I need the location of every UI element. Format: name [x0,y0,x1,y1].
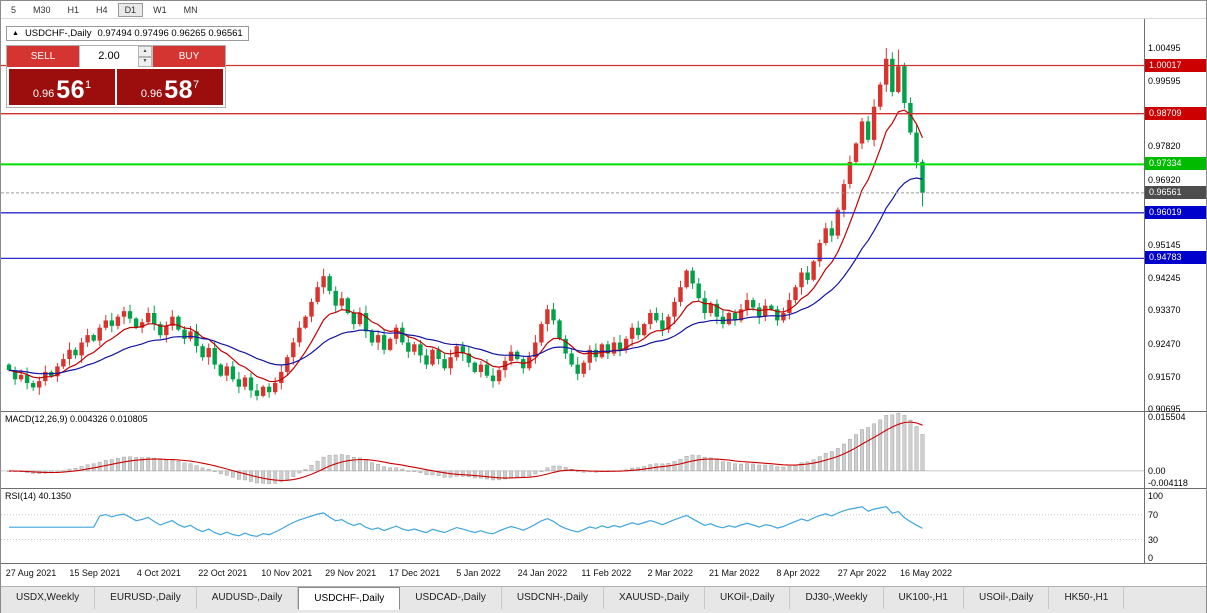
main-chart-pane: 1.00495 0.99595 0.97820 0.96920 0.95145 0.942… [1,19,1206,414]
timeframe-h1[interactable]: H1 [61,3,87,17]
sell-price-big: 56 [56,76,86,104]
buy-price[interactable]: 0.96 58 7 [117,69,223,105]
price-tick: 0.99595 [1148,76,1181,87]
chart-tab-usdcnh-daily[interactable]: USDCNH-,Daily [501,587,604,609]
price-tick: 0.90695 [1148,403,1181,414]
timeframe-5[interactable]: 5 [4,3,23,17]
macd-indicator-chart[interactable] [1,412,1144,488]
date-label: 29 Nov 2021 [325,568,377,578]
chart-tab-dj30-weekly[interactable]: DJ30-,Weekly [790,587,884,609]
date-label: 22 Oct 2021 [198,568,248,578]
date-label: 10 Nov 2021 [261,568,313,578]
price-line-badge: 0.96019 [1145,205,1206,219]
price-line-badge: 0.98709 [1145,106,1206,120]
volume-value[interactable]: 2.00 [98,50,120,62]
price-line-badge: 0.94783 [1145,251,1206,265]
chart-tab-audusd-daily[interactable]: AUDUSD-,Daily [196,587,299,609]
rsi-indicator-chart[interactable] [1,489,1144,563]
chart-tabbar: USDX,Weekly EURUSD-,Daily AUDUSD-,Daily USD… [1,586,1206,613]
date-axis: 27 Aug 2021 15 Sep 2021 4 Oct 2021 22 Oct 2… [1,564,1206,586]
rsi-axis: 100 70 30 0 [1144,489,1206,563]
rsi-pane: RSI(14) 40.1350 100 70 30 0 [1,489,1206,564]
date-label: 8 Apr 2022 [776,568,820,578]
macd-axis-label: -0.004118 [1148,478,1188,488]
price-tick: 0.96920 [1148,174,1181,185]
chart-tab-usoil-daily[interactable]: USOil-,Daily [963,587,1050,609]
macd-axis-label: 0.015504 [1148,412,1186,422]
price-line-badge: 1.00017 [1145,58,1206,72]
chart-tab-usdx-weekly[interactable]: USDX,Weekly [1,587,96,609]
macd-pane: MACD(12,26,9) 0.004326 0.010805 0.015504… [1,412,1206,489]
date-label: 5 Jan 2022 [456,568,501,578]
chart-tab-hk50-h1[interactable]: HK50-,H1 [1049,587,1125,609]
date-label: 27 Aug 2021 [5,568,57,578]
rsi-label: RSI(14) 40.1350 [5,491,72,501]
sell-button[interactable]: SELL [7,46,79,67]
rsi-axis-label: 0 [1148,553,1154,564]
chart-tab-usdchf-daily[interactable]: USDCHF-,Daily [298,587,401,610]
timeframe-mn[interactable]: MN [177,3,205,17]
macd-axis: 0.015504 0.00 -0.004118 [1144,412,1206,488]
date-label: 15 Sep 2021 [69,568,121,578]
macd-axis-label: 0.00 [1148,465,1166,476]
volume-spinner: ▲ ▼ [138,46,152,67]
buy-price-pip: 7 [193,79,200,91]
chart-tab-xauusd-daily[interactable]: XAUUSD-,Daily [603,587,705,609]
buy-button[interactable]: BUY [153,46,225,67]
price-axis: 1.00495 0.99595 0.97820 0.96920 0.95145 0.942… [1144,19,1206,414]
timeframe-m30[interactable]: M30 [26,3,58,17]
timeframe-w1[interactable]: W1 [146,3,174,17]
chart-tab-ukoil-daily[interactable]: UKOil-,Daily [705,587,791,609]
rsi-axis-label: 30 [1148,534,1159,545]
date-label: 2 Mar 2022 [647,568,694,578]
timeframe-h4[interactable]: H4 [89,3,115,17]
date-label: 17 Dec 2021 [389,568,441,578]
date-label: 21 Mar 2022 [708,568,760,578]
volume-control: 2.00 ▲ ▼ [79,46,153,67]
volume-up-icon[interactable]: ▲ [138,46,152,57]
date-label: 27 Apr 2022 [837,568,887,578]
sell-price[interactable]: 0.96 56 1 [9,69,115,105]
date-label: 24 Jan 2022 [517,568,568,578]
price-line-badge: 0.96561 [1145,185,1206,199]
price-tick: 0.94245 [1148,273,1181,284]
ohlc-values: 0.97494 0.97496 0.96265 0.96561 [97,28,243,39]
date-label: 4 Oct 2021 [136,568,181,578]
price-tick: 0.91570 [1148,371,1181,382]
rsi-axis-label: 70 [1148,509,1159,520]
buy-price-big: 58 [164,76,194,104]
sell-price-pip: 1 [85,79,92,91]
price-tick: 0.95145 [1148,240,1181,251]
timeframe-d1[interactable]: D1 [117,2,144,17]
price-line-badge: 0.97334 [1145,157,1206,171]
one-click-trade-panel: SELL 2.00 ▲ ▼ BUY 0.96 56 1 0.96 [6,45,226,108]
buy-price-prefix: 0.96 [140,88,163,100]
sell-price-prefix: 0.96 [32,88,55,100]
macd-label: MACD(12,26,9) 0.004326 0.010805 [5,414,148,424]
price-tick: 0.92470 [1148,338,1181,349]
chart-tab-usdcad-daily[interactable]: USDCAD-,Daily [400,587,502,609]
chart-tab-eurusd-daily[interactable]: EURUSD-,Daily [95,587,197,609]
rsi-axis-label: 100 [1148,491,1164,502]
chart-symbol-header: ▲ USDCHF-,Daily 0.97494 0.97496 0.96265 … [6,26,249,41]
timeframe-toolbar: 5 M30 H1 H4 D1 W1 MN [1,1,1206,19]
price-tick: 0.93370 [1148,305,1181,316]
date-label: 16 May 2022 [899,568,953,578]
date-label: 11 Feb 2022 [581,568,632,578]
symbol-label: USDCHF-,Daily [24,28,92,39]
price-tick: 1.00495 [1148,42,1181,53]
chart-tab-uk100-h1[interactable]: UK100-,H1 [883,587,964,609]
collapse-panel-icon[interactable]: ▲ [12,30,19,37]
price-tick: 0.97820 [1148,141,1181,152]
volume-down-icon[interactable]: ▼ [138,56,152,67]
